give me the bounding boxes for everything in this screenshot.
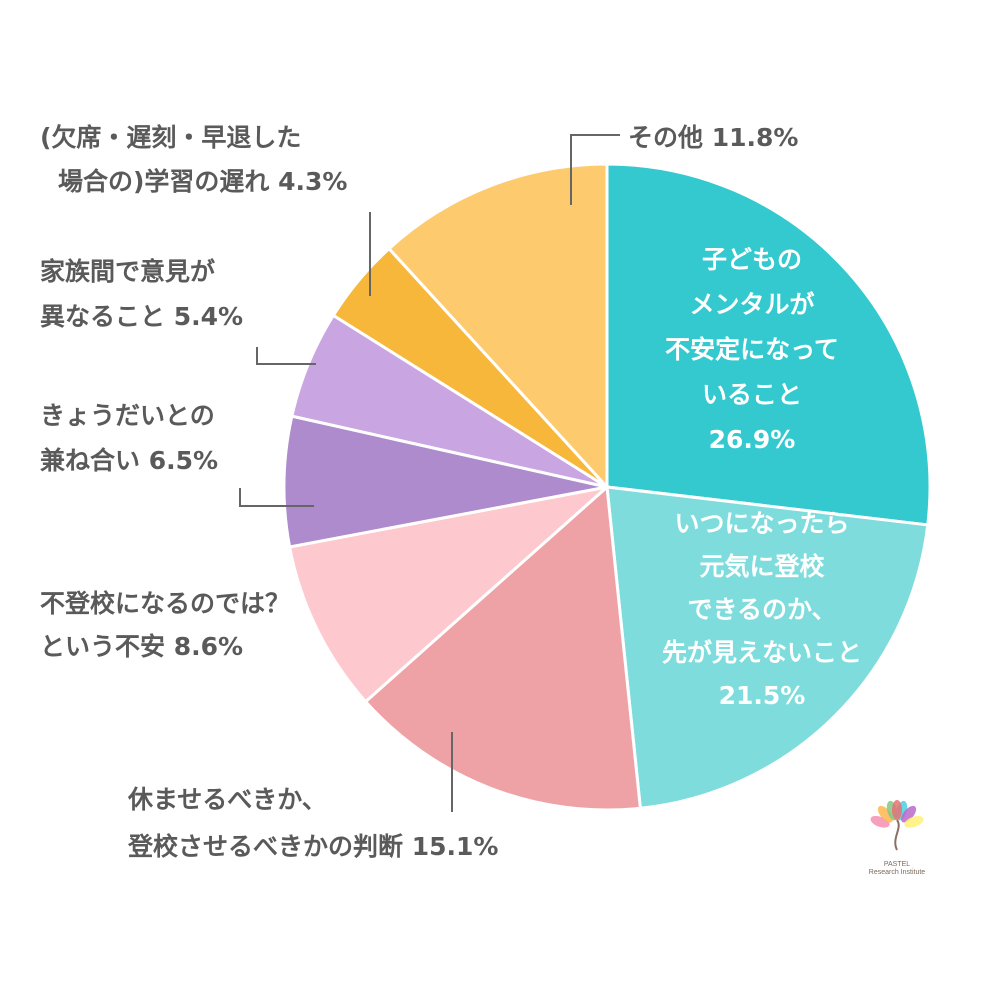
slice-label-line: という不安 8.6% [40,632,243,661]
leader-line-8 [570,134,620,205]
slice-label-1: 子どものメンタルが不安定になっていること 26.9% [665,245,839,454]
slice-label-line: きょうだいとの [40,401,215,430]
slice-label-line: いること [702,380,802,409]
pie-slice-5 [282,414,609,549]
slice-label-line: 登校させるべきかの判断 15.1% [127,832,498,861]
slice-label-line: 不安定になって [665,335,839,364]
logo-petal [901,805,917,823]
slice-label-line: 休ませるべきか、 [127,785,327,814]
slice-label-line: メンタルが [689,290,814,319]
slice-label-line: その他 11.8% [628,123,798,152]
slices-layer [282,162,932,812]
pie-slice-3 [364,485,642,812]
pie-slice-4 [288,485,609,704]
slice-label-line: 21.5% [719,681,806,710]
slice-label-line: 家族間で意見が [40,257,215,286]
slice-label-line: 兼ね合い 6.5% [40,446,218,475]
slice-label-line: 子どもの [702,245,802,274]
slice-label-3: 休ませるべきか、登校させるべきかの判断 15.1% [127,785,498,861]
slice-label-line: 元気に登校 [699,552,825,581]
logo-stem [894,819,900,851]
logo-flower-icon [870,800,924,851]
slice-label-line: 先が見えないこと [662,638,862,667]
slice-label-7: (欠席・遅刻・早退した場合の)学習の遅れ 4.3% [40,123,347,196]
slice-label-5: きょうだいとの兼ね合い 6.5% [40,401,218,475]
pie-slice-2 [605,485,930,810]
pie-slice-1 [605,162,932,527]
leader-line-6 [256,347,316,365]
pie-slice-8 [387,162,609,489]
leader-lines [239,134,620,812]
slice-label-4: 不登校になるのでは？ という不安 8.6% [40,589,290,661]
slice-label-line: 26.9% [709,425,796,454]
logo-line2: Research Institute [869,869,926,876]
logo-line1: PASTEL [884,861,910,868]
slice-labels: 子どものメンタルが不安定になっていること 26.9% いつになったら元気に登校できる… [40,123,862,861]
slice-label-line: できるのか、 [687,595,836,624]
slice-label-8: その他 11.8% [628,123,798,152]
slice-label-6: 家族間で意見が異なること 5.4% [40,257,243,331]
slice-label-line: 場合の)学習の遅れ 4.3% [58,167,347,196]
logo-petal [904,815,924,828]
leader-line-5 [239,488,314,507]
slice-label-line: (欠席・遅刻・早退した [40,123,301,152]
pastel-logo: PASTEL Research Institute [869,800,926,876]
slice-label-line: いつになったら [674,509,849,538]
logo-petal [892,800,902,820]
logo-petal [877,805,893,823]
slice-label-line: 不登校になるのでは？ [40,589,290,618]
slice-label-2: いつになったら元気に登校できるのか、先が見えないこと 21.5% [662,509,862,710]
slice-label-line: 異なること 5.4% [40,302,243,331]
